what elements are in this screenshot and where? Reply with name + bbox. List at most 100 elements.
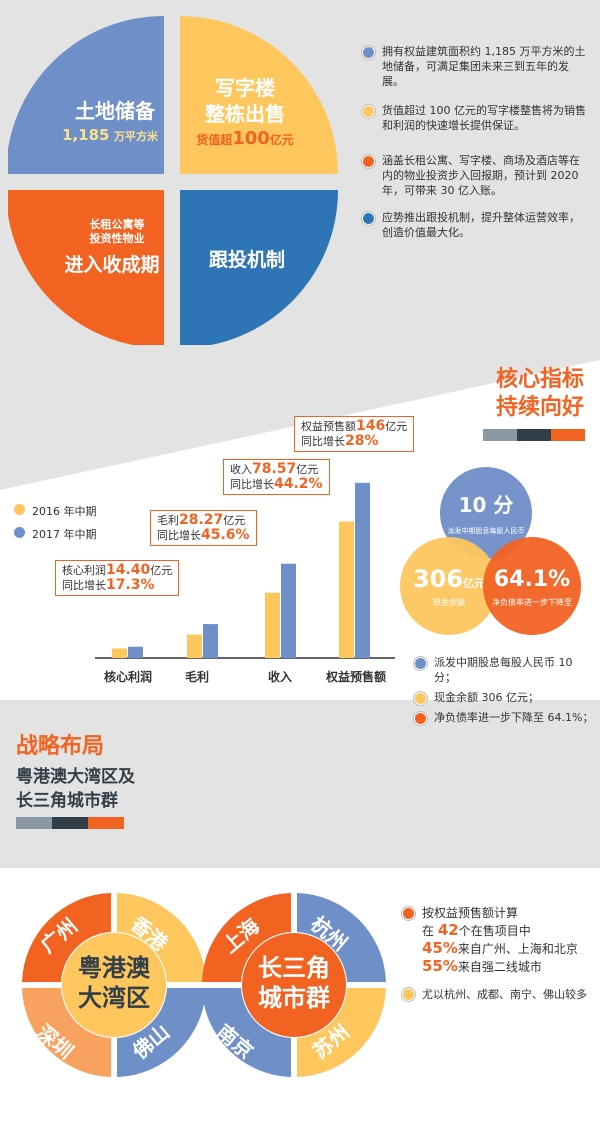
core-title-2: 持续向好 [495,395,584,420]
bubble-bullet-1: 派发中期股息每股人民币 10 分； [412,655,597,685]
land-value: 1,185 万平方米 [45,126,175,144]
office-title-2: 整栋出售 [205,102,285,126]
bubble-bullets: 派发中期股息每股人民币 10 分； 现金余额 306 亿元； 净负债率进一步下降… [412,655,597,735]
quadrant-bullet-text-3: 涵盖长租公寓、写字楼、商场及酒店等在内的物业投资步入回报期，预计到 2020 年… [382,154,580,197]
quadrant-bullets: 拥有权益建筑面积约 1,185 万平方米的土地储备，可满足集团未来三到五年的发展… [360,44,590,250]
office-title-1: 写字楼 [215,76,275,100]
strategy-subtitle: 粤港澳大湾区及 长三角城市群 [16,765,135,813]
bubble-bullet-text-1: 派发中期股息每股人民币 10 分； [434,656,573,684]
ring-gba-center-2: 大湾区 [78,984,150,1012]
rental-small: 长租公寓等 投资性物业 [52,218,182,246]
quadrant-bullet-text-2: 货值超过 100 亿元的写字楼整售将为销售和利润的快速增长提供保证。 [382,104,586,132]
bar-chart [95,482,395,659]
callout-1-unit: 亿元 [150,564,173,577]
bullet-dot-icon [402,988,415,1001]
coinvest-title: 跟投机制 [208,249,285,271]
ring-bullet-line3-num: 45% [422,939,458,957]
office-sub-unit: 亿元 [269,133,294,147]
callout-1-value: 14.40 [106,562,151,578]
callout-2-prefix: 毛利 [157,514,179,527]
bar-2016-2 [187,634,202,658]
strategy-subtitle-2: 长三角城市群 [16,791,118,811]
bubble-bullet-2: 现金余额 306 亿元； [412,690,597,705]
legend-2016: 2016 年中期 [14,503,97,519]
bubble-dividend-label: 派发中期股息每股人民币 [447,527,525,535]
rental-small-2: 投资性物业 [89,232,145,245]
category-label-2: 毛利 [184,670,209,684]
office-sub-prefix: 货值超 [196,133,233,147]
land-title: 土地储备 [75,99,155,123]
bubble-cash: 306亿元 现金余额 [400,537,498,635]
strategy-color-bar [16,817,124,829]
bubble-debt: 64.1% 净负债率进一步下降至 [483,537,581,635]
office-sub: 货值超100亿元 [180,128,310,149]
ring-bullet-line3: 45%来自广州、上海和北京 [400,940,598,958]
callout-3-growth-prefix: 同比增长 [230,478,274,491]
bar-2016-4 [339,521,354,658]
ring-yrd-center: 长三角 城市群 [244,953,344,1013]
bullet-dot-icon [402,907,415,920]
callout-1-prefix: 核心利润 [62,564,106,577]
callout-3-value: 78.57 [252,461,297,477]
bar-2016-3 [265,592,280,658]
office-title: 写字楼 整栋出售 [185,75,305,127]
ring-bullet-line3-suffix: 来自广州、上海和北京 [457,942,578,956]
strategy-subtitle-1: 粤港澳大湾区及 [16,767,135,787]
land-value-number: 1,185 [62,126,110,144]
ring-bullet-line2-prefix: 在 [422,924,435,938]
callout-2-unit: 亿元 [223,514,246,527]
bubble-debt-label: 净负债率进一步下降至 [492,598,572,607]
bubble-cash-label: 现金余额 [433,598,465,607]
quadrant-bullet-1: 拥有权益建筑面积约 1,185 万平方米的土地储备，可满足集团未来三到五年的发展… [360,44,590,89]
callout-4-growth-prefix: 同比增长 [301,435,345,448]
ring-bullet-line5: 尤以杭州、成都、南宁、佛山较多 [422,988,587,1001]
core-color-bar [483,429,585,441]
ring-bullet-2: 尤以杭州、成都、南宁、佛山较多 [400,986,598,1003]
callout-4-prefix: 权益预售额 [301,420,356,433]
bar-2017-4 [355,482,370,658]
callout-4-growth: 28% [345,433,379,449]
land-value-unit: 万平方米 [113,130,158,143]
ring-bullet-1: 按权益预售额计算 [400,905,598,922]
bullet-dot-icon [414,712,427,725]
bubble-cash-value: 306 [412,565,464,593]
callout-4-unit: 亿元 [385,420,408,433]
ring-bullet-line2-suffix: 个在售项目中 [458,924,531,938]
legend-2016-label: 2016 年中期 [32,505,97,518]
ring-gba-center: 粤港澳 大湾区 [64,953,164,1013]
ring-bullets: 按权益预售额计算 在 42个在售项目中 45%来自广州、上海和北京 55%来自强… [400,905,598,1003]
ring-gba-center-1: 粤港澳 [78,954,150,982]
ring-bullet-line4: 55%来自强二线城市 [400,958,598,976]
bubble-bullet-text-3: 净负债率进一步下降至 64.1%； [434,711,594,724]
ring-yrd [202,893,386,1077]
callout-core-profit: 核心利润14.40亿元 同比增长17.3% [55,560,180,596]
category-label-4: 权益预售额 [325,670,386,684]
strategy-title: 战略布局 [16,734,105,759]
bullet-dot-icon [414,657,427,670]
ring-gba [22,893,206,1077]
bullet-dot-icon [362,46,375,59]
bubble-cash-unit: 亿元 [463,577,486,590]
quadrant-coinvest [180,190,338,345]
bullet-dot-icon [362,105,375,118]
quadrant-bullet-text-1: 拥有权益建筑面积约 1,185 万平方米的土地储备，可满足集团未来三到五年的发展… [382,45,586,88]
bullet-dot-icon [414,692,427,705]
legend-dot-icon [14,504,25,515]
office-sub-value: 100 [232,128,270,149]
legend-dot-icon [14,527,25,538]
callout-3-growth: 44.2% [274,476,323,492]
callout-4-value: 146 [356,418,386,434]
callout-3-prefix: 收入 [230,463,252,476]
bubble-bullet-text-2: 现金余额 306 亿元； [434,691,539,704]
quadrant-bullet-3: 涵盖长租公寓、写字楼、商场及酒店等在内的物业投资步入回报期，预计到 2020 年… [360,153,590,198]
legend-2017-label: 2017 年中期 [32,528,97,541]
quadrant-land [8,16,164,174]
quadrant-office [180,16,338,174]
bars-group [112,482,370,658]
ring-bullet-line4-num: 55% [422,957,458,975]
quadrant-rental [8,190,164,345]
core-title: 核心指标 持续向好 [484,366,584,422]
category-label-3: 收入 [267,670,292,684]
ring-bullet-line1: 按权益预售额计算 [422,906,519,920]
bar-2017-3 [281,563,296,658]
